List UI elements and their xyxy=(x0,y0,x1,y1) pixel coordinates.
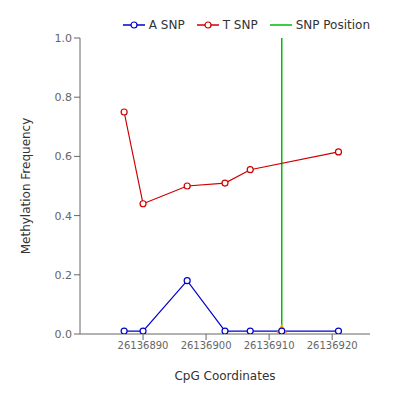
svg-text:0.8: 0.8 xyxy=(55,91,73,104)
html-text:SNP Position: SNP Position xyxy=(295,18,370,32)
svg-text:0.0: 0.0 xyxy=(55,328,73,341)
html-text:T SNP: T SNP xyxy=(222,18,258,32)
svg-text:Methylation Frequency: Methylation Frequency xyxy=(19,118,33,255)
svg-text:26136920: 26136920 xyxy=(307,340,358,351)
svg-text:26136890: 26136890 xyxy=(118,340,169,351)
svg-text:0.2: 0.2 xyxy=(55,269,73,282)
svg-text:26136910: 26136910 xyxy=(244,340,295,351)
svg-text:CpG Coordinates: CpG Coordinates xyxy=(174,369,275,383)
svg-text:0.6: 0.6 xyxy=(55,150,73,163)
svg-text:26136900: 26136900 xyxy=(181,340,232,351)
svg-text:1.0: 1.0 xyxy=(55,32,73,45)
html-text:A SNP: A SNP xyxy=(148,18,185,32)
svg-text:0.4: 0.4 xyxy=(55,210,73,223)
